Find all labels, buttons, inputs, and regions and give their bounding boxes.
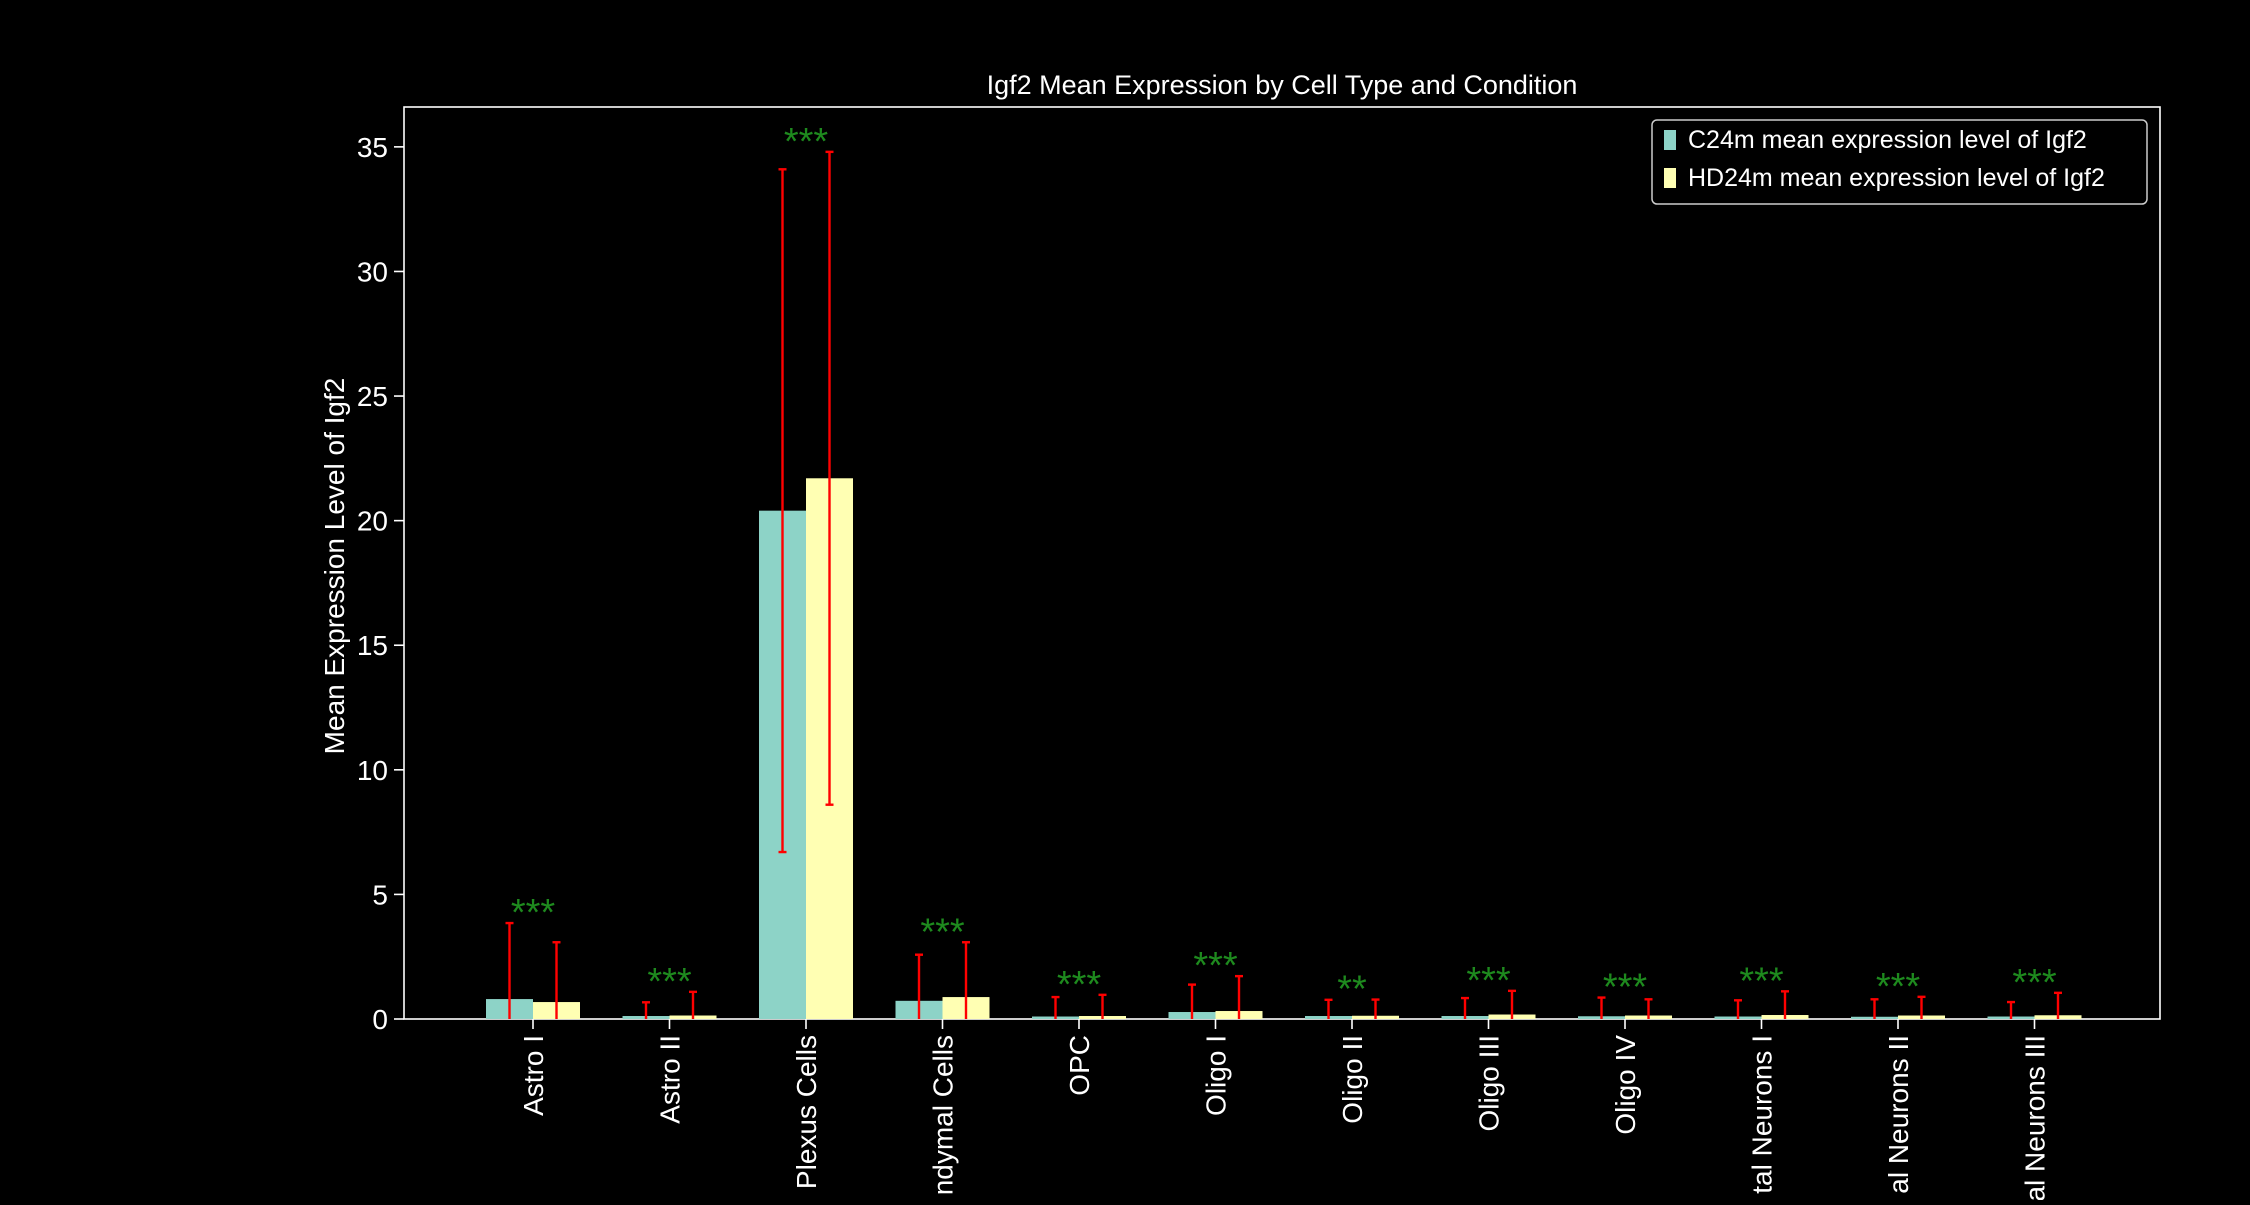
legend-box (1651, 119, 2148, 205)
y-tick-label: 15 (357, 630, 388, 661)
y-tick-label: 20 (357, 506, 388, 537)
significance-label: *** (1876, 966, 1921, 1008)
x-tick-label: Oligo III (1474, 1035, 1505, 1131)
x-tick-label: Oligo IV (1610, 1035, 1641, 1135)
legend-swatch (1664, 130, 1676, 150)
significance-label: *** (1603, 967, 1648, 1009)
x-tick-label: Oligo II (1337, 1035, 1368, 1124)
x-tick-label: Plexus Cells (791, 1035, 822, 1189)
y-axis-label: Mean Expression Level of Igf2 (319, 378, 350, 755)
y-tick-label: 25 (357, 381, 388, 412)
x-tick-label: al Neurons II (1883, 1035, 1914, 1194)
significance-label: *** (1057, 964, 1102, 1006)
y-tick-label: 0 (372, 1004, 388, 1035)
significance-label: *** (1466, 960, 1511, 1002)
error-bars (505, 150, 2062, 1019)
significance-label: *** (1193, 945, 1238, 987)
x-tick-label: OPC (1064, 1035, 1095, 1096)
x-tick-label: ndymal Cells (928, 1035, 959, 1195)
significance-label: *** (784, 121, 829, 163)
significance-label: *** (920, 911, 965, 953)
y-tick-label: 5 (372, 879, 388, 910)
axes: 0 5 10 15 20 25 30 35 (357, 106, 2161, 1035)
legend-label: C24m mean expression level of Igf2 (1688, 126, 2087, 154)
plot-frame (403, 106, 2161, 1020)
x-tick-label: tal Neurons I (1747, 1035, 1778, 1194)
legend-label: HD24m mean expression level of Igf2 (1688, 164, 2105, 192)
significance-label: *** (647, 961, 692, 1003)
chart-title: Igf2 Mean Expression by Cell Type and Co… (987, 70, 1578, 100)
x-tick-labels: Astro I Astro II Plexus Cells ndymal Cells O… (518, 1019, 2051, 1202)
y-tick-label: 10 (357, 755, 388, 786)
legend: C24m mean expression level of Igf2 HD24m … (1651, 119, 2148, 205)
x-tick-label: Astro II (655, 1035, 686, 1124)
significance-label: ** (1337, 969, 1367, 1011)
x-tick-label: al Neurons III (2020, 1035, 2051, 1200)
significance-markers: *************** ***** *** *** *** *** *** (511, 121, 2057, 1011)
x-tick-label: Astro I (518, 1035, 549, 1116)
y-tick-label: 35 (357, 132, 388, 163)
x-tick-label: Oligo I (1201, 1035, 1232, 1116)
significance-label: *** (2012, 962, 2057, 1004)
legend-swatch (1664, 168, 1676, 188)
y-tick-label: 30 (357, 256, 388, 287)
significance-label: *** (1739, 960, 1784, 1002)
significance-label: *** (511, 892, 556, 934)
